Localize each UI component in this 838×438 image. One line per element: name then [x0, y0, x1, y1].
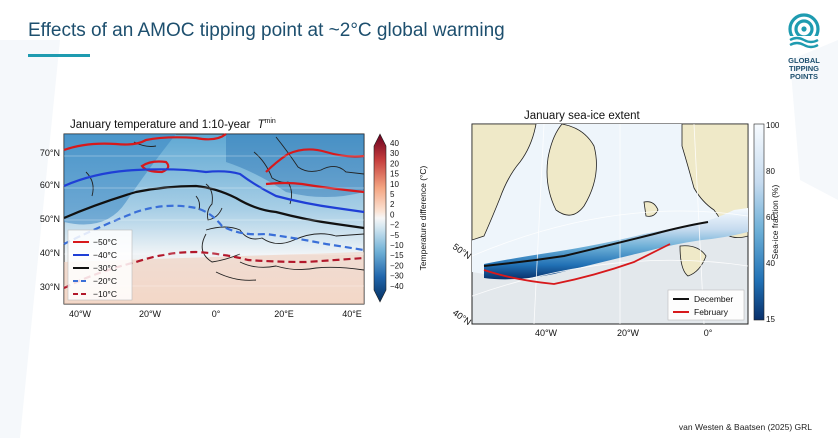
- global-tipping-points-logo: GLOBAL TIPPING POINTS: [780, 12, 828, 81]
- right-sea-ice-map-figure: January sea-ice extent 50°N 40°N 40°W 20…: [451, 110, 780, 338]
- cb-tick-minus40: −40: [390, 282, 404, 291]
- title-accent-bar: [28, 54, 90, 57]
- sea-ice-colorbar-label: Sea-ice fraction (%): [770, 185, 780, 260]
- ice-tick-15: 15: [766, 315, 775, 324]
- left-temperature-map-figure: January temperature and 1:10-year Tmin 7…: [40, 118, 428, 319]
- logo-line-1: GLOBAL: [788, 56, 820, 65]
- right-lon-label-40w: 40°W: [535, 328, 558, 338]
- ice-tick-40: 40: [766, 259, 775, 268]
- left-map-title: January temperature and 1:10-year Tmin: [70, 118, 276, 131]
- cb-tick-minus2: −2: [390, 221, 400, 230]
- cb-tick-minus15: −15: [390, 251, 404, 260]
- lon-label-40e: 40°E: [342, 309, 362, 319]
- cb-tick-minus5: −5: [390, 231, 400, 240]
- cb-tick-2: 2: [390, 200, 395, 209]
- citation: van Westen & Baatsen (2025) GRL: [678, 422, 812, 432]
- right-map-title: January sea-ice extent: [524, 110, 641, 122]
- cb-tick-minus10: −10: [390, 241, 404, 250]
- left-map-legend: −50°C −40°C −30°C −20°C −10°C: [67, 229, 133, 301]
- logo-line-3: POINTS: [790, 72, 818, 81]
- cb-tick-5: 5: [390, 190, 395, 199]
- lon-label-20w: 20°W: [139, 309, 162, 319]
- legend-minus50: −50°C: [93, 237, 117, 247]
- cb-tick-30: 30: [390, 149, 399, 158]
- cb-tick-20: 20: [390, 159, 399, 168]
- ice-tick-100: 100: [766, 121, 780, 130]
- right-lat-label-40n: 40°N: [451, 307, 473, 327]
- ice-tick-80: 80: [766, 167, 775, 176]
- logo-line-2: TIPPING: [788, 64, 819, 73]
- lon-label-20e: 20°E: [274, 309, 294, 319]
- lat-label-50n: 50°N: [40, 214, 60, 224]
- right-map-area: [471, 123, 749, 325]
- left-map-area: [63, 133, 365, 305]
- right-lon-label-0: 0°: [704, 328, 713, 338]
- cb-tick-10: 10: [390, 180, 399, 189]
- legend-minus10: −10°C: [93, 289, 117, 299]
- legend-minus30: −30°C: [93, 263, 117, 273]
- legend-minus20: −20°C: [93, 276, 117, 286]
- ice-tick-60: 60: [766, 213, 775, 222]
- cb-tick-minus30: −30: [390, 272, 404, 281]
- lat-label-70n: 70°N: [40, 148, 60, 158]
- lon-label-40w: 40°W: [69, 309, 92, 319]
- right-lon-label-20w: 20°W: [617, 328, 640, 338]
- legend-minus40: −40°C: [93, 250, 117, 260]
- right-map-legend: December February: [667, 289, 745, 321]
- logo-icon: [788, 13, 820, 49]
- legend-february: February: [694, 307, 729, 317]
- cb-tick-40: 40: [390, 139, 399, 148]
- lon-label-0: 0°: [212, 309, 221, 319]
- temperature-colorbar: 40 30 20 15 10 5 2 0 −2 −5 −10 −15 −20 −…: [373, 133, 428, 303]
- cb-tick-15: 15: [390, 170, 399, 179]
- sea-ice-colorbar: 100 80 60 40 15 Sea-ice fraction (%): [753, 121, 780, 324]
- cb-tick-minus20: −20: [390, 261, 404, 270]
- legend-december: December: [694, 294, 733, 304]
- cb-tick-0: 0: [390, 210, 395, 219]
- temperature-colorbar-label: Temperature difference (°C): [418, 165, 428, 270]
- lat-label-30n: 30°N: [40, 282, 60, 292]
- lat-label-60n: 60°N: [40, 180, 60, 190]
- right-lat-label-50n: 50°N: [451, 241, 473, 261]
- slide-title: Effects of an AMOC tipping point at ~2°C…: [28, 20, 505, 41]
- lat-label-40n: 40°N: [40, 248, 60, 258]
